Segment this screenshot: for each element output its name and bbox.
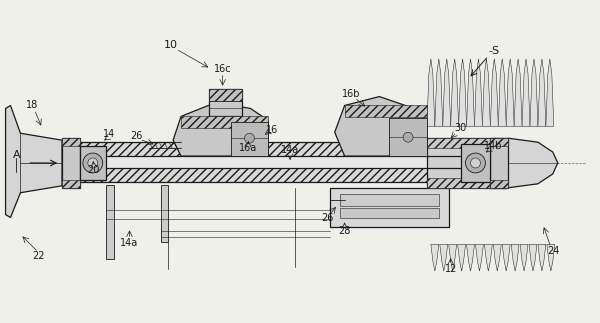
- Circle shape: [244, 133, 254, 143]
- Polygon shape: [530, 59, 538, 126]
- Bar: [62, 138, 80, 188]
- Polygon shape: [511, 244, 519, 271]
- Circle shape: [83, 153, 103, 173]
- Bar: [490, 138, 508, 188]
- Bar: [330, 188, 449, 227]
- Polygon shape: [503, 138, 558, 188]
- Text: -S: -S: [489, 46, 500, 56]
- Polygon shape: [484, 244, 493, 271]
- Bar: [340, 208, 439, 217]
- Bar: [62, 142, 503, 156]
- Bar: [344, 106, 427, 117]
- Polygon shape: [467, 244, 475, 271]
- Text: 20: 20: [88, 165, 100, 175]
- Text: 18: 18: [26, 100, 38, 110]
- Bar: [389, 118, 427, 156]
- Polygon shape: [490, 59, 498, 126]
- Text: 14b: 14b: [484, 141, 503, 151]
- Bar: [62, 138, 80, 146]
- Polygon shape: [5, 106, 62, 217]
- Polygon shape: [538, 244, 546, 271]
- Bar: [106, 185, 113, 259]
- Bar: [427, 138, 506, 188]
- Bar: [62, 142, 503, 156]
- Polygon shape: [475, 59, 482, 126]
- Bar: [80, 146, 106, 180]
- Bar: [427, 138, 506, 148]
- Polygon shape: [498, 59, 506, 126]
- Polygon shape: [514, 59, 522, 126]
- Bar: [62, 168, 503, 182]
- Polygon shape: [467, 59, 475, 126]
- Polygon shape: [435, 59, 443, 126]
- Polygon shape: [449, 244, 457, 271]
- Text: 16b: 16b: [343, 89, 361, 99]
- Text: 30: 30: [454, 123, 467, 133]
- Circle shape: [470, 158, 481, 168]
- Polygon shape: [458, 244, 466, 271]
- Circle shape: [466, 153, 485, 173]
- Text: 28: 28: [338, 226, 351, 236]
- Polygon shape: [522, 59, 530, 126]
- Bar: [62, 155, 503, 168]
- Bar: [181, 116, 268, 128]
- Polygon shape: [538, 59, 546, 126]
- Polygon shape: [173, 102, 268, 156]
- Circle shape: [403, 132, 413, 142]
- Text: 26: 26: [130, 131, 143, 141]
- Bar: [62, 180, 80, 188]
- Polygon shape: [547, 244, 555, 271]
- Circle shape: [88, 158, 98, 168]
- Bar: [161, 185, 168, 242]
- Polygon shape: [451, 59, 458, 126]
- Bar: [340, 194, 439, 206]
- Polygon shape: [458, 59, 467, 126]
- Polygon shape: [493, 244, 501, 271]
- Text: 16c: 16c: [214, 64, 232, 74]
- Polygon shape: [427, 59, 435, 126]
- Polygon shape: [502, 244, 510, 271]
- Text: 22: 22: [32, 251, 44, 261]
- Text: A: A: [13, 150, 20, 160]
- Text: 26: 26: [322, 213, 334, 223]
- Polygon shape: [475, 244, 484, 271]
- Text: 16: 16: [266, 125, 278, 135]
- Bar: [209, 89, 242, 116]
- Text: 14: 14: [103, 129, 115, 139]
- Bar: [209, 89, 242, 100]
- Bar: [490, 180, 508, 188]
- Text: 24: 24: [548, 246, 560, 256]
- Polygon shape: [335, 97, 427, 156]
- Bar: [461, 144, 490, 182]
- Polygon shape: [520, 244, 528, 271]
- Polygon shape: [529, 244, 537, 271]
- Polygon shape: [431, 244, 439, 271]
- Text: 16a: 16a: [239, 143, 257, 153]
- Text: 14a: 14a: [121, 238, 139, 248]
- Polygon shape: [546, 59, 554, 126]
- Text: 10: 10: [164, 40, 178, 50]
- Polygon shape: [443, 59, 451, 126]
- Polygon shape: [440, 244, 448, 271]
- Bar: [62, 168, 503, 182]
- Text: 14a: 14a: [281, 145, 299, 155]
- Bar: [490, 138, 508, 146]
- Bar: [230, 122, 268, 156]
- Polygon shape: [506, 59, 514, 126]
- Text: 12: 12: [445, 264, 457, 274]
- Bar: [427, 178, 506, 188]
- Polygon shape: [482, 59, 490, 126]
